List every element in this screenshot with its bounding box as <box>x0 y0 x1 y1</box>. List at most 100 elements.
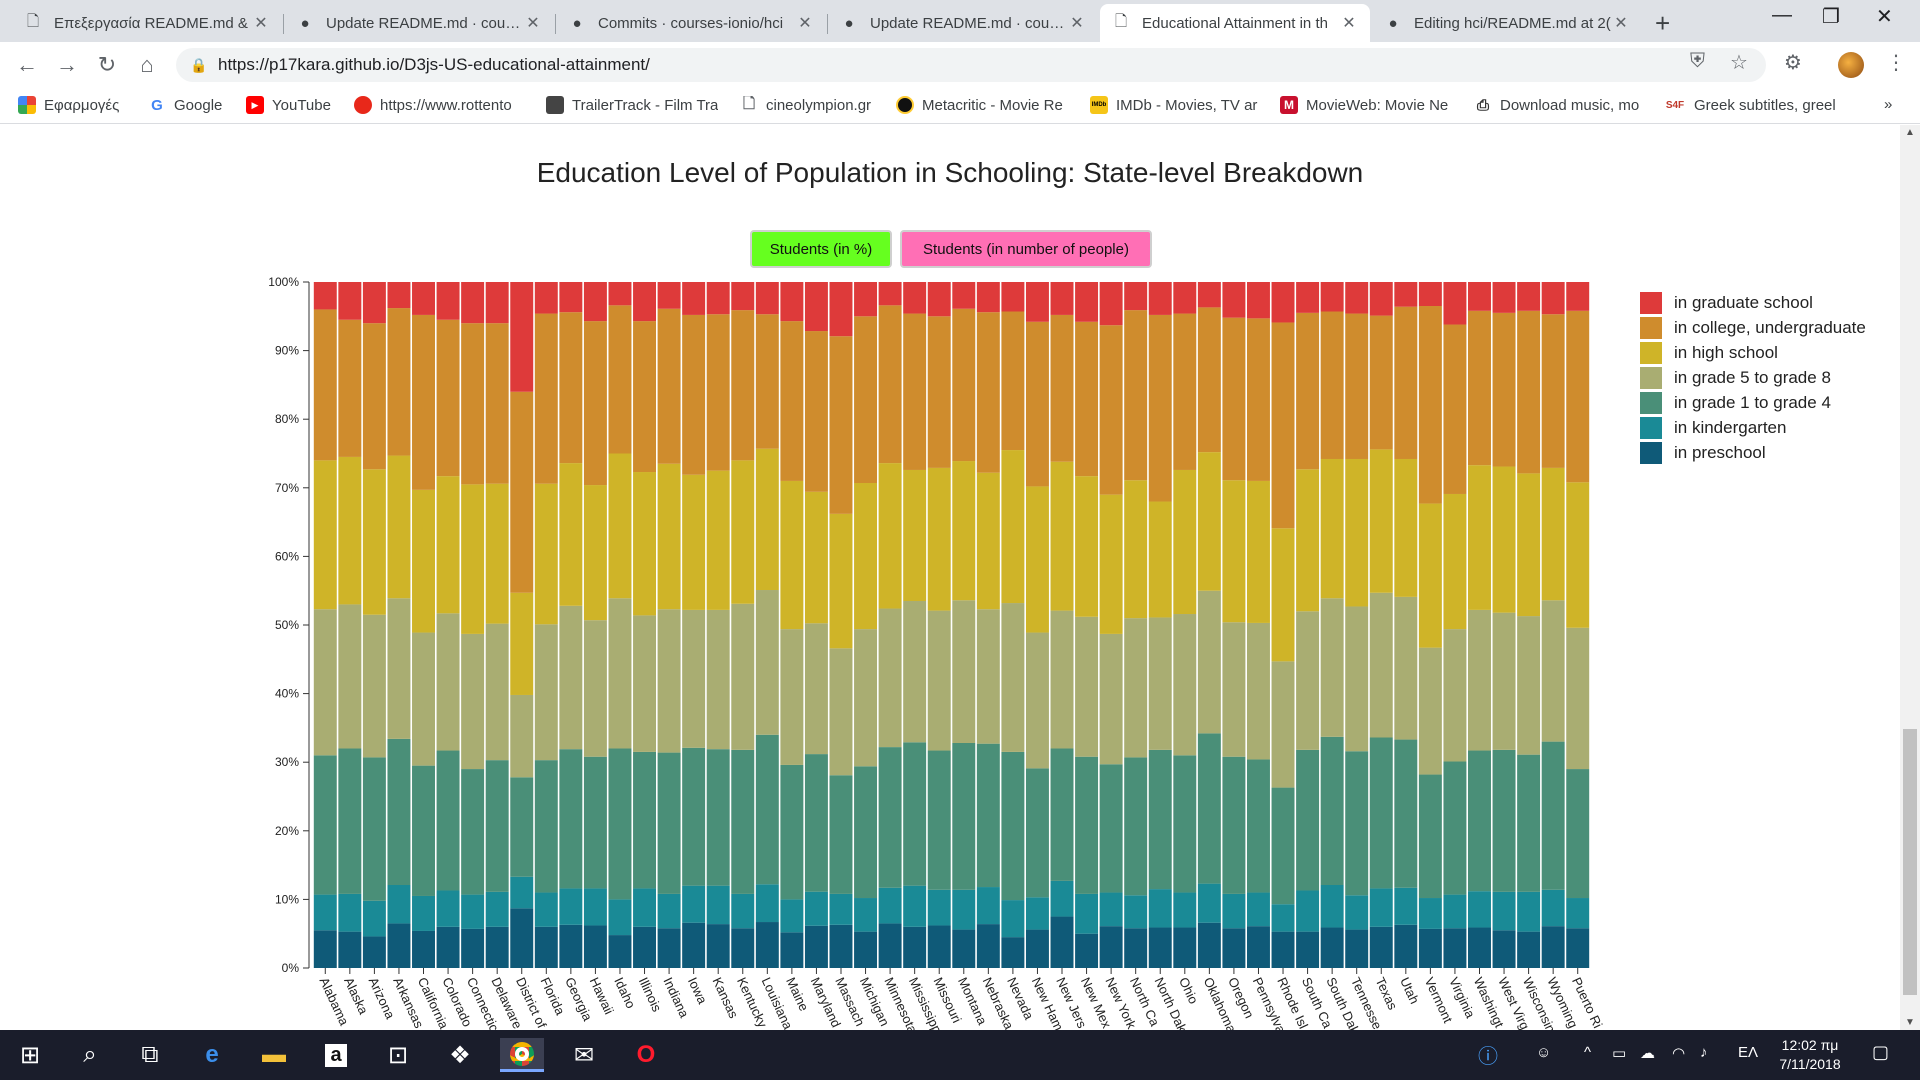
bookmark-trailertrack[interactable]: TrailerTrack - Film Tra <box>546 96 718 114</box>
task-view-icon[interactable]: ⧉ <box>141 1041 159 1068</box>
back-arrow-icon[interactable]: ← <box>16 52 38 77</box>
star-icon[interactable]: ☆ <box>1730 52 1748 74</box>
people-icon[interactable]: ☺ <box>1536 1044 1552 1061</box>
battery-icon[interactable]: ▭ <box>1612 1045 1627 1062</box>
reload-icon[interactable]: ↻ <box>97 52 117 77</box>
onedrive-icon[interactable]: ☁ <box>1640 1045 1655 1062</box>
bar-segment <box>313 609 337 756</box>
students-percent-button[interactable]: Students (in %) <box>750 230 892 268</box>
bookmark-youtube[interactable]: ▶ YouTube <box>246 96 331 114</box>
lock-icon: 🔒 <box>190 56 208 73</box>
mail-icon[interactable]: ✉ <box>573 1041 595 1069</box>
restore-icon[interactable]: ❐ <box>1822 6 1840 28</box>
store-icon[interactable]: ⊡ <box>387 1041 409 1069</box>
tab-update-readme-2[interactable]: ● Update README.md · course ✕ <box>828 4 1098 42</box>
bar-segment <box>1246 480 1270 623</box>
close-icon[interactable]: ✕ <box>798 15 812 32</box>
system-clock[interactable]: 12:02 πμ 7/11/2018 <box>1760 1036 1860 1074</box>
bar-segment <box>583 321 607 486</box>
bar-segment <box>927 467 951 611</box>
bar-segment <box>976 282 1000 313</box>
new-tab-icon[interactable]: + <box>1655 8 1671 38</box>
bar-segment <box>534 483 558 625</box>
bar-segment <box>1492 466 1516 613</box>
bar-segment <box>780 629 804 765</box>
scroll-up-icon[interactable]: ▲ <box>1905 127 1915 138</box>
bar-segment <box>755 734 779 885</box>
bar-segment <box>731 310 755 461</box>
tab-editing-readme[interactable]: ● Editing hci/README.md at 2( ✕ <box>1372 4 1642 42</box>
bar-segment <box>731 893 755 929</box>
bar-segment <box>1492 749 1516 892</box>
bar-segment <box>387 282 411 309</box>
close-icon[interactable]: ✕ <box>1342 15 1356 32</box>
amazon-icon[interactable]: a <box>314 1038 358 1072</box>
bookmark-imdb[interactable]: IMDb IMDb - Movies, TV ar <box>1090 96 1262 114</box>
close-window-icon[interactable]: ✕ <box>1876 6 1893 28</box>
notifications-icon[interactable]: ▢ <box>1872 1042 1890 1062</box>
opera-icon[interactable]: O <box>636 1041 656 1068</box>
document-icon: 🗋 <box>1114 12 1128 30</box>
minimize-icon[interactable]: — <box>1772 4 1792 26</box>
bar-segment <box>804 623 828 755</box>
home-icon[interactable]: ⌂ <box>140 52 154 77</box>
bar-segment <box>436 613 460 751</box>
tab-strip: 🗋 Επεξεργασία README.md & ✕ ● Update REA… <box>0 0 1920 42</box>
bar-segment <box>1345 929 1369 968</box>
bar-segment <box>1173 313 1197 470</box>
scroll-down-icon[interactable]: ▼ <box>1905 1017 1915 1028</box>
dropbox-icon[interactable]: ❖ <box>449 1041 471 1069</box>
avatar[interactable] <box>1838 52 1864 78</box>
chevron-up-icon[interactable]: ^ <box>1584 1044 1592 1061</box>
bar-segment <box>1418 928 1442 968</box>
close-icon[interactable]: ✕ <box>1070 15 1084 32</box>
bookmark-apps[interactable]: Εφαρμογές <box>18 96 119 114</box>
close-icon[interactable]: ✕ <box>1614 15 1628 32</box>
search-icon[interactable]: ⌕ <box>83 1041 97 1068</box>
vertical-scrollbar[interactable]: ▲ ▼ <box>1900 125 1920 1030</box>
edge-icon[interactable]: e <box>205 1041 219 1068</box>
bar-segment <box>1541 741 1565 890</box>
bookmark-metacritic[interactable]: Metacritic - Movie Re <box>896 96 1068 114</box>
bookmark-cineolympion[interactable]: 🗋 cineolympion.gr <box>740 96 871 114</box>
scrollbar-thumb[interactable] <box>1903 729 1917 995</box>
bookmark-greek-subtitles[interactable]: S4F Greek subtitles, greel <box>1664 96 1840 114</box>
extension-icon[interactable]: ⚙ <box>1784 52 1802 74</box>
tab-update-readme-1[interactable]: ● Update README.md · course ✕ <box>284 4 554 42</box>
shield-icon[interactable]: ⛨ <box>1690 50 1705 72</box>
bookmark-movieweb[interactable]: M MovieWeb: Movie Ne <box>1280 96 1452 114</box>
windows-start-icon[interactable]: ⊞ <box>19 1041 41 1069</box>
bookmark-label: Google <box>174 96 223 114</box>
bookmark-rottentomatoes[interactable]: https://www.rottento <box>354 96 526 114</box>
bar-segment <box>854 316 878 483</box>
students-people-button[interactable]: Students (in number of people) <box>900 230 1152 268</box>
tab-commits[interactable]: ● Commits · courses-ionio/hci ✕ <box>556 4 826 42</box>
tab-educational-attainment[interactable]: 🗋 Educational Attainment in th ✕ <box>1100 4 1370 42</box>
bar-segment <box>952 889 976 930</box>
menu-dots-icon[interactable]: ⋮ <box>1886 52 1906 74</box>
tab-label: Editing hci/README.md at 2( <box>1414 14 1611 32</box>
bookmark-download-music[interactable]: ⎙ Download music, mo <box>1474 96 1646 114</box>
tab-readme-edit[interactable]: 🗋 Επεξεργασία README.md & ✕ <box>12 4 282 42</box>
wifi-icon[interactable]: ◠ <box>1672 1045 1686 1062</box>
bookmark-google[interactable]: G Google <box>148 96 222 114</box>
chrome-icon[interactable] <box>500 1038 544 1072</box>
volume-icon[interactable]: ♪ <box>1700 1044 1708 1061</box>
help-icon[interactable]: ⓘ <box>1478 1046 1498 1068</box>
address-bar[interactable]: 🔒 https://p17kara.github.io/D3js-US-educ… <box>176 48 1766 82</box>
bar-segment <box>412 282 435 315</box>
address-url[interactable]: https://p17kara.github.io/D3js-US-educat… <box>218 55 650 74</box>
bar-segment <box>461 894 485 929</box>
forward-arrow-icon[interactable]: → <box>56 52 78 77</box>
bar-segment <box>313 309 337 461</box>
bar-segment <box>903 313 927 470</box>
bar-segment <box>1050 916 1074 968</box>
close-icon[interactable]: ✕ <box>526 15 540 32</box>
close-icon[interactable]: ✕ <box>254 15 268 32</box>
apps-grid-icon <box>18 96 36 114</box>
file-explorer-icon[interactable]: ▬ <box>262 1041 286 1068</box>
bar-segment <box>1025 768 1049 898</box>
language-indicator[interactable]: ΕΛ <box>1738 1044 1759 1061</box>
bar-segment <box>1517 616 1541 755</box>
bookmarks-overflow-button[interactable]: » <box>1884 96 1893 113</box>
